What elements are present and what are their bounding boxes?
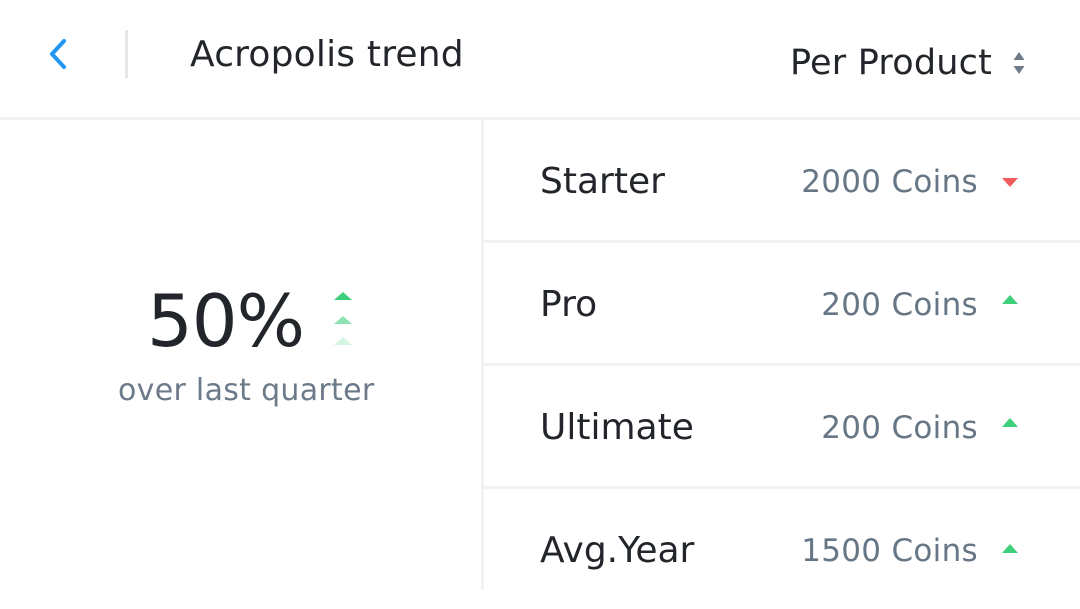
panel-divider [481,120,484,590]
product-value: 200 Coins [821,410,978,446]
trend-up-icon [1002,295,1018,304]
page-title: Acropolis trend [190,34,464,75]
triple-up-arrow-icon [334,292,352,345]
trend-caption: over last quarter [118,373,375,408]
list-item[interactable]: Starter 2000 Coins [484,120,1080,243]
trend-percentage: 50% [147,279,305,363]
trend-down-icon [1002,178,1018,187]
product-name: Starter [540,161,665,202]
top-bar: Acropolis trend Per Product [0,0,1080,120]
header-divider [125,30,128,78]
list-item[interactable]: Avg.Year 1500 Coins [484,489,1080,609]
sort-arrows-icon [1013,52,1025,74]
product-name: Ultimate [540,407,694,448]
product-name: Avg.Year [540,530,695,571]
product-name: Pro [540,284,598,325]
product-value: 2000 Coins [801,164,978,200]
per-product-selector[interactable]: Per Product [790,38,1026,88]
chevron-left-icon [50,39,66,69]
list-item[interactable]: Pro 200 Coins [484,243,1080,366]
product-value: 200 Coins [821,287,978,323]
back-button[interactable] [34,28,82,80]
list-item[interactable]: Ultimate 200 Coins [484,366,1080,489]
product-value: 1500 Coins [801,533,978,569]
trend-up-icon [1002,544,1018,553]
selector-label: Per Product [790,43,992,83]
product-list: Starter 2000 Coins Pro 200 Coins Ultimat… [484,120,1080,609]
trend-up-icon [1002,418,1018,427]
